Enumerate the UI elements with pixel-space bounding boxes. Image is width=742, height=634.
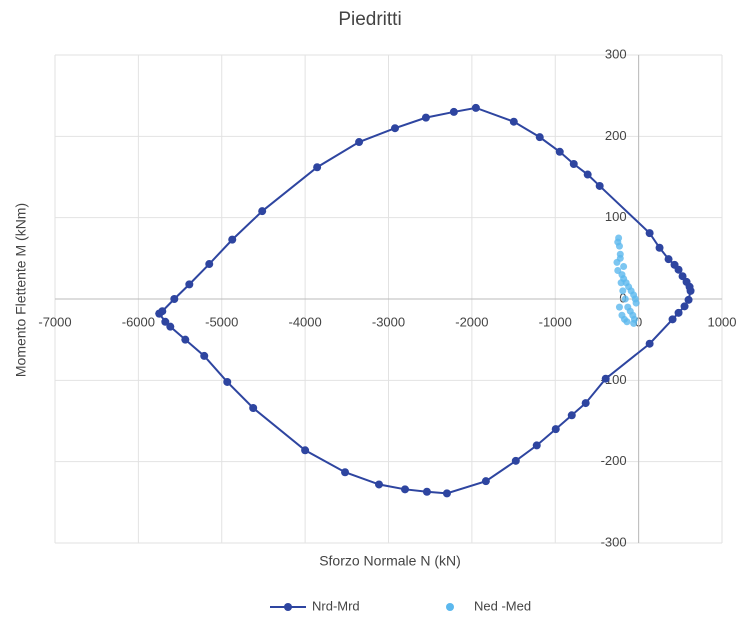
data-point (674, 265, 683, 274)
data-point (532, 441, 541, 450)
data-point (442, 489, 451, 498)
data-point (645, 339, 654, 348)
data-point (401, 485, 410, 494)
y-axis-title: Momento Flettente M (kNm) (13, 203, 29, 377)
data-point (422, 487, 431, 496)
y-tick-label: 300 (605, 46, 627, 61)
x-tick-label: -6000 (122, 314, 155, 329)
y-tick-label: 200 (605, 128, 627, 143)
data-point (623, 318, 631, 326)
data-point (258, 207, 267, 216)
data-point (678, 272, 687, 281)
x-axis-title: Sforzo Normale N (kN) (319, 553, 461, 569)
data-point (161, 317, 170, 326)
data-point (569, 159, 578, 168)
data-point (391, 124, 400, 133)
data-point (680, 302, 689, 311)
data-point (581, 399, 590, 408)
data-point (619, 287, 627, 295)
data-point (615, 234, 623, 242)
x-tick-label: -3000 (372, 314, 405, 329)
data-point (551, 425, 560, 434)
data-point (205, 260, 214, 269)
data-point (583, 170, 592, 179)
data-point (249, 403, 258, 412)
data-point (509, 117, 518, 126)
data-point (684, 295, 693, 304)
data-point (185, 280, 194, 289)
data-point (155, 309, 164, 318)
data-point (620, 262, 628, 270)
legend-marker (446, 603, 454, 611)
legend-marker (284, 603, 292, 611)
x-tick-label: -5000 (205, 314, 238, 329)
data-point (668, 315, 677, 324)
data-point (655, 243, 664, 252)
data-point (615, 303, 623, 311)
data-point (181, 335, 190, 344)
data-point (615, 242, 623, 250)
data-point (301, 446, 310, 455)
x-tick-label: -2000 (455, 314, 488, 329)
y-tick-label: -200 (601, 453, 627, 468)
data-point (170, 295, 179, 303)
data-point (313, 163, 322, 172)
data-point (616, 254, 624, 262)
data-point (355, 138, 364, 147)
legend-label: Nrd-Mrd (312, 598, 360, 613)
data-point (471, 103, 480, 112)
y-tick-label: -300 (601, 534, 627, 549)
data-point (555, 147, 564, 156)
data-point (535, 133, 544, 142)
data-point (228, 235, 237, 244)
legend-label: Ned -Med (474, 598, 531, 613)
data-point (601, 374, 610, 383)
x-tick-label: -1000 (539, 314, 572, 329)
data-point (567, 411, 576, 420)
data-point (421, 113, 430, 122)
data-point (200, 351, 209, 360)
data-point (621, 295, 629, 303)
x-tick-label: -4000 (289, 314, 322, 329)
data-point (630, 315, 638, 323)
data-point (645, 229, 654, 238)
data-point (166, 322, 175, 331)
x-tick-label: 1000 (708, 314, 737, 329)
data-point (632, 299, 640, 307)
data-point (341, 468, 350, 477)
data-point (617, 279, 625, 287)
data-point (449, 107, 458, 116)
data-point (595, 181, 604, 190)
data-point (511, 456, 520, 465)
data-point (223, 377, 232, 386)
data-point (686, 286, 695, 295)
data-point (374, 480, 383, 489)
data-point (481, 477, 490, 486)
x-tick-label: -7000 (38, 314, 71, 329)
y-tick-label: 100 (605, 209, 627, 224)
data-point (664, 255, 673, 264)
chart-title: Piedritti (338, 9, 401, 30)
data-point (674, 308, 683, 317)
